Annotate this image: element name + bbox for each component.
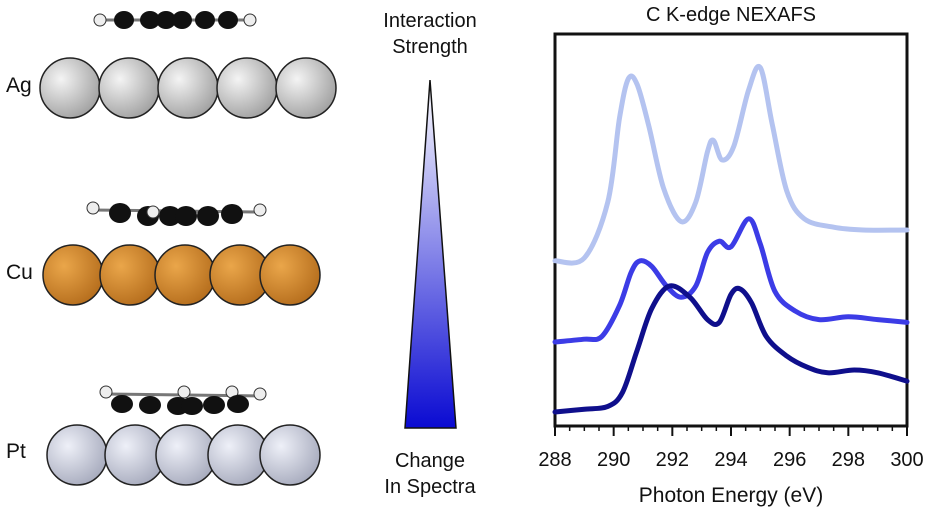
pt-surface [46,424,321,486]
cu-surface [42,244,321,306]
x-axis-title: Photon Energy (eV) [638,484,824,507]
interaction-gradient-triangle [404,79,457,429]
interaction-strength-label: Interaction Strength [340,8,520,60]
metal-label-cu: Cu [6,261,33,284]
series-line-ag [552,63,910,266]
series-line-cu [552,216,910,345]
chart-title: C K-edge NEXAFS [645,4,817,26]
series-layer [552,63,910,415]
metal-label-pt: Pt [6,440,26,463]
ag-surface [39,57,337,119]
x-tick-label: 294 [714,449,747,471]
change-in-spectra-label: Change In Spectra [340,448,520,500]
change-label-line2: In Spectra [384,476,476,498]
change-label-line1: Change [394,450,466,472]
series-line-pt [552,283,910,415]
ag-molecule [93,11,257,29]
interaction-label-line1: Interaction [383,10,477,32]
x-tick-label: 298 [832,449,865,471]
interaction-label-line2: Strength [392,36,468,58]
x-tick-label: 290 [597,449,630,471]
x-tick-label: 296 [773,449,806,471]
x-axis-ticks: 288 290 292 294 296 298 300 [538,426,924,471]
metal-label-ag: Ag [6,74,32,97]
x-tick-label: 292 [656,449,689,471]
pt-molecule [99,385,267,415]
x-tick-label: 288 [538,449,571,471]
x-tick-label: 300 [890,449,923,471]
cu-molecule [86,201,267,226]
